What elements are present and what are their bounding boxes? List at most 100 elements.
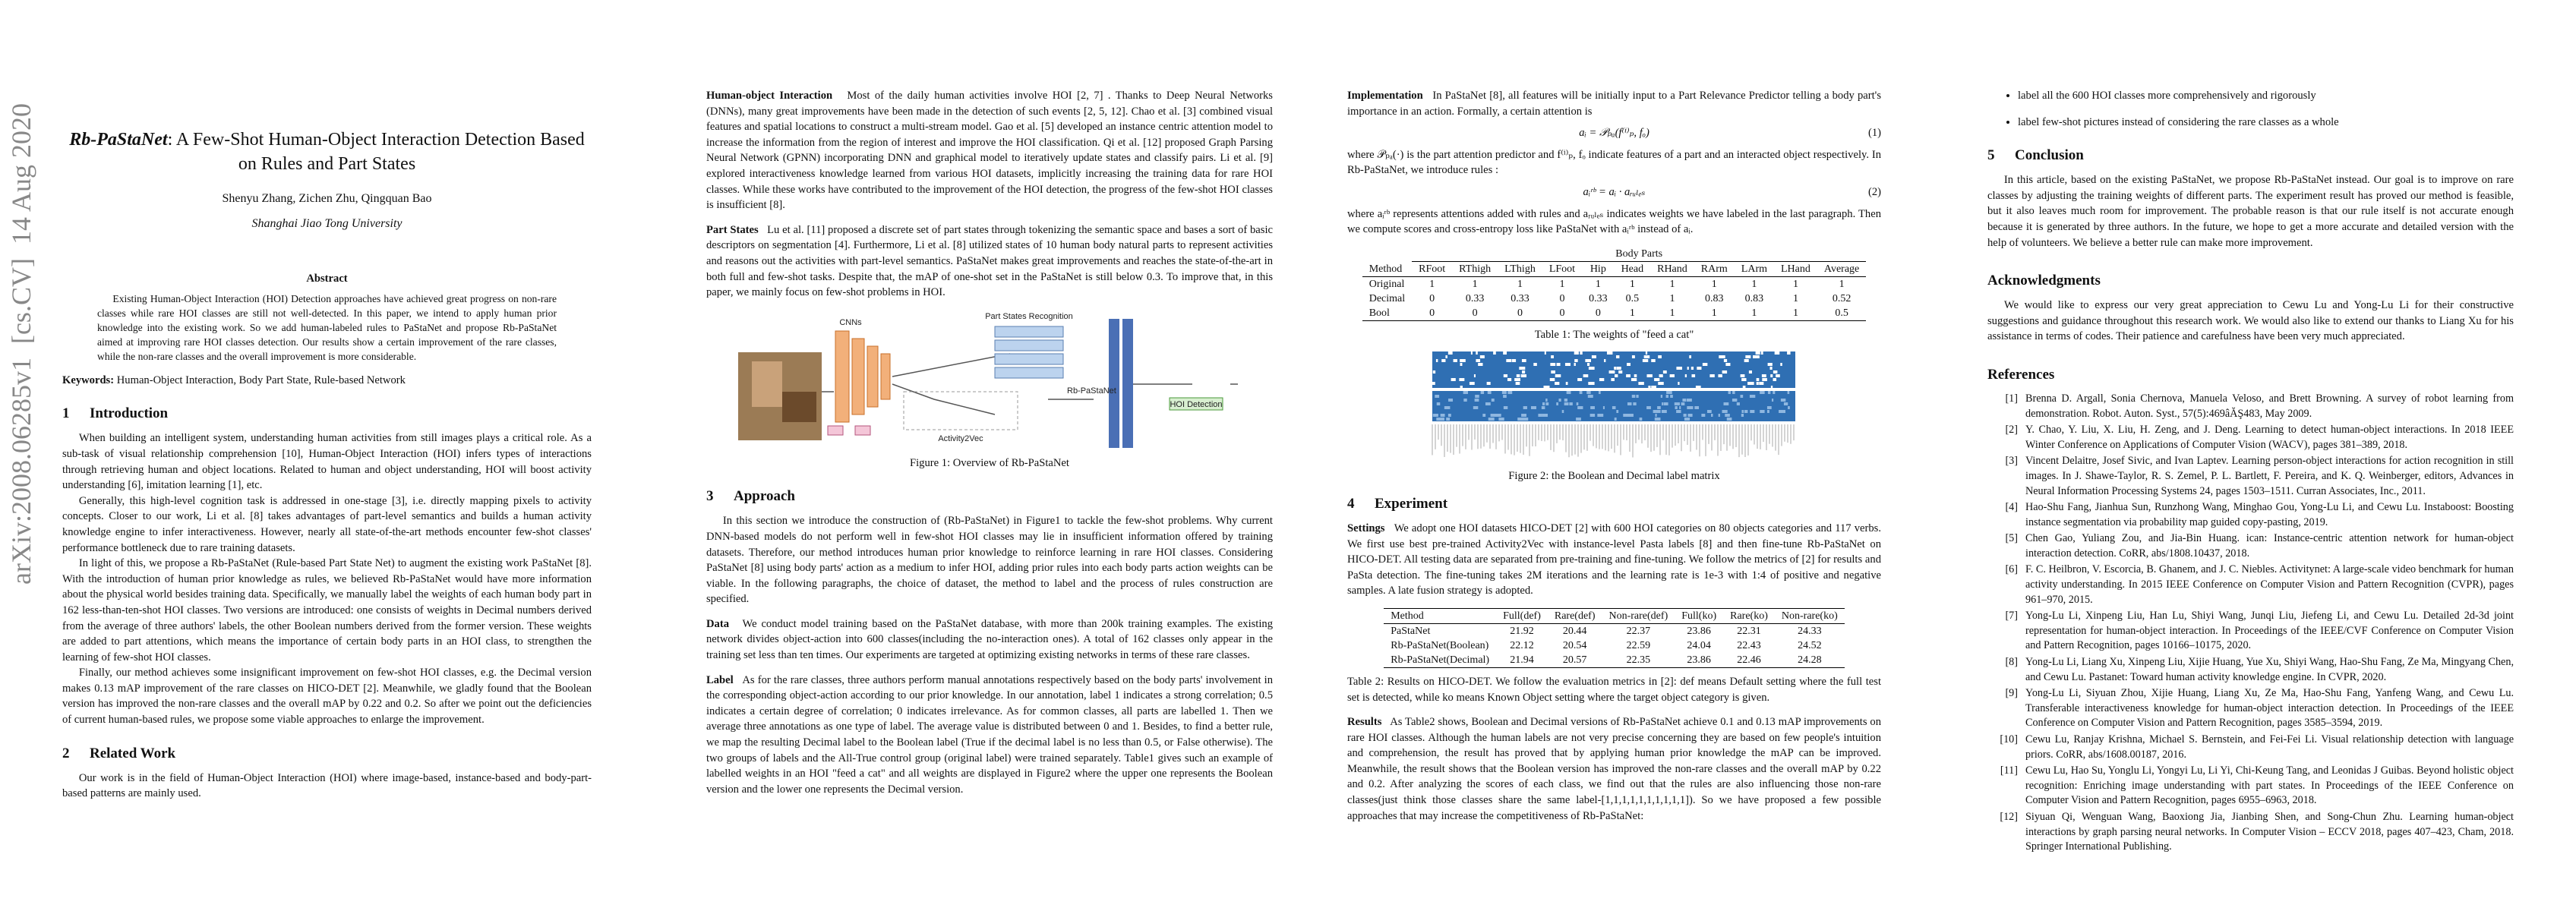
matrix-cell <box>1463 399 1467 402</box>
matrix-cell <box>1718 374 1722 378</box>
keywords-label: Keywords: <box>62 374 115 386</box>
column-header: LFoot <box>1548 263 1576 275</box>
bullet-item: label few-shot pictures instead of consi… <box>2018 115 2514 131</box>
reference-text: Vincent Delaitre, Josef Sivic, and Ivan … <box>2025 455 2514 497</box>
table-row: Decimal 0 0.33 0.33 0 0.33 0.5 1 0.83 0.83 1 0.52 <box>1362 292 1867 306</box>
title-name: Rb-PaStaNet <box>69 130 168 150</box>
matrix-cell <box>1783 402 1788 406</box>
table-cell: 1 <box>1792 307 1798 319</box>
column-header: LHand <box>1781 263 1810 275</box>
matrix-cell <box>1448 399 1454 402</box>
matrix-cell <box>1751 395 1756 399</box>
section-number: 5 <box>1987 147 1995 164</box>
g: CNNs Part States Recognition Rb-PaStaNet HO… <box>839 312 1222 443</box>
run-in-heading: Human-object Interaction <box>706 90 833 102</box>
matrix-cell <box>1453 359 1457 363</box>
matrix-cell <box>1627 363 1631 367</box>
matrix-cell <box>1631 395 1636 399</box>
title: Rb-PaStaNet: A Few-Shot Human-Object Int… <box>62 128 592 176</box>
column-header: Full(def) <box>1503 610 1541 622</box>
matrix-cell <box>1687 414 1693 418</box>
matrix-cell <box>1762 378 1767 382</box>
matrix-cell <box>1586 363 1590 367</box>
matrix-cell <box>1634 374 1637 378</box>
column-header: LThigh <box>1504 263 1536 275</box>
paragraph-text: We conduct model training based on the P… <box>706 617 1273 662</box>
section-title: Conclusion <box>2015 147 2084 164</box>
matrix-cell <box>1646 374 1653 378</box>
run-in-heading: Label <box>706 673 734 686</box>
matrix-cell <box>1523 406 1527 410</box>
reference-label: [7] <box>2005 610 2018 623</box>
matrix-cell <box>1687 406 1692 410</box>
matrix-cell <box>1645 351 1648 355</box>
table-cell: 22.12 <box>1510 639 1534 651</box>
table-caption: Table 1: The weights of "feed a cat" <box>1534 328 1694 341</box>
table: Body Parts Method RFoot RThigh LThigh LFoot Hi… <box>1362 246 1867 321</box>
matrix-cell <box>1566 391 1571 395</box>
matrix-cell <box>1683 414 1687 418</box>
table-cell: 1 <box>1792 292 1798 304</box>
table-cell: 0 <box>1559 307 1565 319</box>
paragraph-text: Most of the daily human activities invol… <box>706 90 1273 212</box>
matrix-cell <box>1651 386 1656 389</box>
column-header: Full(ko) <box>1681 610 1717 622</box>
reference: [6] F. C. Heilbron, V. Escorcia, B. Ghane… <box>1987 563 2514 607</box>
matrix-cell <box>1780 363 1782 367</box>
bullet-list: label all the 600 HOI classes more compr… <box>1987 88 2514 130</box>
matrix-cell <box>1788 406 1790 410</box>
matrix-cell <box>1725 363 1731 367</box>
column-2: Human-object Interaction Most of the dai… <box>706 88 1273 911</box>
matrix-cell <box>1463 391 1468 395</box>
matrix-cell <box>1760 391 1765 395</box>
matrix-cell <box>1616 367 1621 370</box>
paragraph: Data We conduct model training based on … <box>706 616 1273 664</box>
column-header: LArm <box>1741 263 1767 275</box>
matrix-cell <box>1475 395 1479 399</box>
matrix-cell <box>1690 367 1694 370</box>
matrix-cell <box>1576 402 1579 406</box>
matrix-cell <box>1741 414 1744 418</box>
rect <box>1122 318 1133 448</box>
matrix-cell <box>1697 367 1702 370</box>
paragraph: Finally, our method achieves some insign… <box>62 667 592 727</box>
matrix-cell <box>1445 355 1447 359</box>
rect <box>994 326 1064 338</box>
matrix-cell <box>1719 355 1721 359</box>
reference-label: [12] <box>2000 810 2018 823</box>
matrix-cell <box>1476 351 1478 355</box>
equation: aᵢʳᵇ = aᵢ · aᵣᵤₗₑₛ (2) <box>1347 184 1881 200</box>
matrix-cell <box>1614 367 1617 370</box>
matrix-cell <box>1662 370 1667 374</box>
matrix-cell <box>1503 395 1507 399</box>
matrix-cell <box>1503 374 1506 378</box>
table-cell: 0.33 <box>1465 292 1485 304</box>
matrix-cell <box>1504 391 1507 395</box>
matrix-cell <box>1658 355 1662 359</box>
matrix-cell <box>1487 391 1492 395</box>
matrix-cell <box>1516 374 1520 378</box>
table-cell: 22.31 <box>1737 625 1761 637</box>
matrix-cell <box>1436 402 1441 406</box>
matrix-cell <box>1522 370 1526 374</box>
reference-text: Cewu Lu, Hao Su, Yonglu Li, Yongyi Lu, L… <box>2025 764 2514 807</box>
matrix-cell <box>1435 395 1440 399</box>
arxiv-stamp: arXiv:2008.06285v1 [cs.CV] 14 Aug 2020 <box>6 103 36 585</box>
path <box>892 352 1011 377</box>
table-cell: 20.54 <box>1562 639 1587 651</box>
matrix-cell <box>1476 359 1481 363</box>
reference-text: Hao-Shu Fang, Jianhua Sun, Runzhong Wang… <box>2025 501 2514 528</box>
table-cell: 24.28 <box>1798 654 1822 666</box>
matrix-cell <box>1732 391 1735 395</box>
figure-label: HOI Detection <box>1170 400 1222 409</box>
matrix-cell <box>1608 370 1614 374</box>
reference: [2] Y. Chao, Y. Liu, X. Liu, H. Zeng, and… <box>1987 423 2514 452</box>
matrix-cell <box>1432 414 1438 418</box>
paragraph: When building an intelligent system, und… <box>62 432 592 492</box>
arrows <box>822 352 1238 415</box>
matrix-cell <box>1723 359 1728 363</box>
matrix-cell <box>1460 386 1463 389</box>
matrix-cell <box>1728 391 1731 395</box>
rect <box>851 338 865 415</box>
